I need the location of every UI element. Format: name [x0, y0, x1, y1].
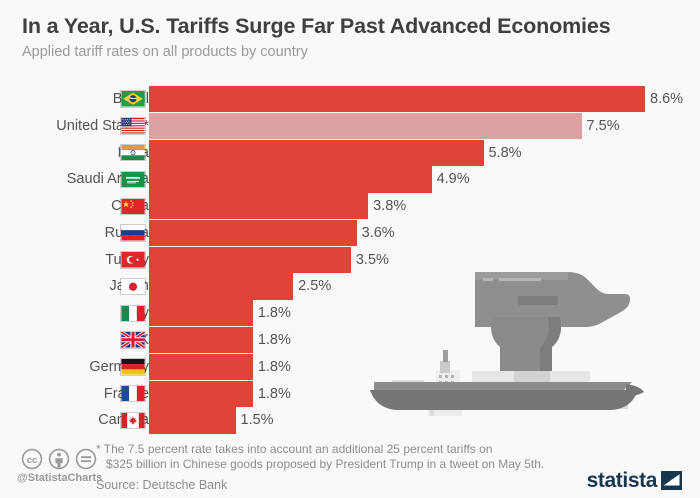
bar-value-label: 4.9% — [436, 171, 470, 188]
bar-row: United States* 7.5% — [0, 112, 700, 139]
bar-value-label: 3.5% — [355, 251, 389, 268]
flag-china-icon — [120, 197, 146, 216]
bar-value-label: 1.8% — [257, 305, 291, 322]
flag-japan-icon — [120, 277, 146, 296]
page-title: In a Year, U.S. Tariffs Surge Far Past A… — [22, 14, 611, 38]
flag-brazil-icon — [120, 90, 146, 108]
bar-row: India5.8% — [0, 139, 700, 166]
bar-row: Brazil8.6% — [0, 86, 700, 113]
flag-germany-icon — [120, 358, 146, 376]
statista-charts-handle: @StatistaCharts — [17, 472, 103, 484]
bar-value-label: 8.6% — [650, 91, 684, 107]
bar — [149, 353, 253, 380]
bar-row: UK1.8% — [0, 327, 700, 354]
bar-row: Russia3.6% — [0, 219, 700, 247]
bar-row: China3.8% — [0, 193, 700, 220]
bar-row: Saudi Arabia 4.9% — [0, 166, 700, 193]
statista-wordmark: statista — [586, 469, 658, 492]
cc-by-icon — [48, 448, 70, 470]
bar — [149, 327, 253, 354]
bar-value-label: 3.8% — [373, 198, 407, 215]
person-head — [57, 452, 61, 457]
statista-logo: statista — [587, 470, 682, 491]
bar-value-label: 3.6% — [361, 224, 395, 241]
bar-value-label: 1.5% — [240, 412, 274, 429]
footnote-line-1: * The 7.5 percent rate takes into accoun… — [96, 442, 493, 456]
cc-nd-icon — [75, 448, 97, 470]
header: In a Year, U.S. Tariffs Surge Far Past A… — [22, 13, 682, 62]
bar — [149, 273, 294, 300]
cc-icon — [21, 448, 43, 470]
person-body — [55, 458, 63, 468]
bar-row: Japan2.5% — [0, 273, 700, 300]
flag-saudi-arabia-icon — [120, 170, 146, 189]
bar — [149, 193, 369, 220]
bar — [149, 86, 645, 113]
bar — [149, 300, 253, 327]
page-subtitle: Applied tariff rates on all products by … — [22, 44, 308, 60]
bar-value-label: 1.8% — [257, 385, 291, 402]
bar-chart: Brazil8.6%United States*7.5%India5.8%Sau… — [0, 86, 700, 434]
statista-mark-icon — [661, 471, 682, 490]
bar — [149, 112, 582, 139]
bar — [149, 219, 357, 247]
ship-hull — [370, 382, 644, 410]
creative-commons-icons: cc — [21, 448, 99, 470]
footnote: * The 7.5 percent rate takes into accoun… — [96, 442, 544, 472]
bar-value-label: 2.5% — [298, 278, 332, 295]
bar-value-label: 1.8% — [257, 358, 291, 375]
svg-text:cc: cc — [27, 455, 38, 466]
bar-value-label: 7.5% — [586, 117, 620, 134]
bar-row: Italy1.8% — [0, 300, 700, 327]
bar — [149, 166, 432, 193]
bar-row: Canada1.5% — [0, 407, 700, 434]
flag-france-icon — [120, 384, 146, 403]
flag-italy-icon — [120, 304, 146, 323]
bar-row: Germany 1.8% — [0, 353, 700, 380]
bar — [149, 380, 253, 407]
bar-row: Turkey3.5% — [0, 246, 700, 273]
footnote-line-2: $325 billion in Chinese goods proposed b… — [106, 457, 545, 471]
bar — [149, 246, 351, 273]
bar — [149, 139, 484, 166]
flag-united-states-icon — [120, 117, 146, 135]
footer: cc @StatistaCharts * The 7.5 percent rat… — [0, 438, 700, 498]
flag-uk-icon — [120, 331, 146, 349]
bar — [149, 407, 236, 434]
flag-turkey-icon — [120, 251, 146, 269]
bar-value-label: 1.8% — [257, 332, 291, 349]
bar-row: France1.8% — [0, 380, 700, 407]
flag-russia-icon — [120, 224, 146, 242]
anvil-on-cargo-ship-illustration — [368, 258, 668, 423]
flag-india-icon — [120, 143, 146, 162]
bar-value-label: 5.8% — [488, 144, 522, 161]
flag-canada-icon — [120, 411, 146, 430]
source-label: Source: Deutsche Bank — [96, 478, 228, 492]
